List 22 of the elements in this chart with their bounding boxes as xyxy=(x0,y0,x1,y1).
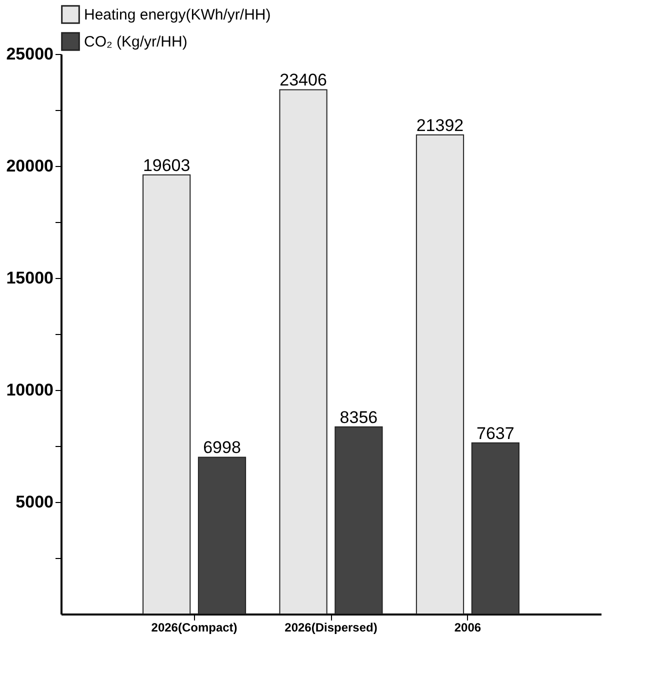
data-label: 7637 xyxy=(476,424,514,443)
x-tick-label: 2006 xyxy=(454,620,482,634)
bar xyxy=(416,134,464,614)
bar xyxy=(279,89,328,614)
y-tick-label: 5000 xyxy=(16,492,54,512)
data-label: 19603 xyxy=(142,156,190,175)
legend-label: Heating energy(KWh/yr/HH) xyxy=(84,6,271,24)
bar xyxy=(334,426,383,614)
y-tick-label: 25000 xyxy=(6,44,54,64)
bar xyxy=(142,174,191,614)
legend-label: CO₂ (Kg/yr/HH) xyxy=(84,34,188,50)
data-label: 23406 xyxy=(280,70,327,90)
y-tick-label: 15000 xyxy=(6,268,54,288)
x-tick-label: 2026(Dispersed) xyxy=(284,620,378,634)
bar xyxy=(471,442,520,614)
bar xyxy=(198,456,246,614)
y-tick-label: 10000 xyxy=(6,380,54,400)
data-label: 8356 xyxy=(340,408,378,427)
data-label: 21392 xyxy=(416,116,464,135)
x-tick-label: 2026(Compact) xyxy=(151,620,238,634)
data-label: 6998 xyxy=(203,438,241,458)
y-tick-label: 20000 xyxy=(6,156,54,176)
